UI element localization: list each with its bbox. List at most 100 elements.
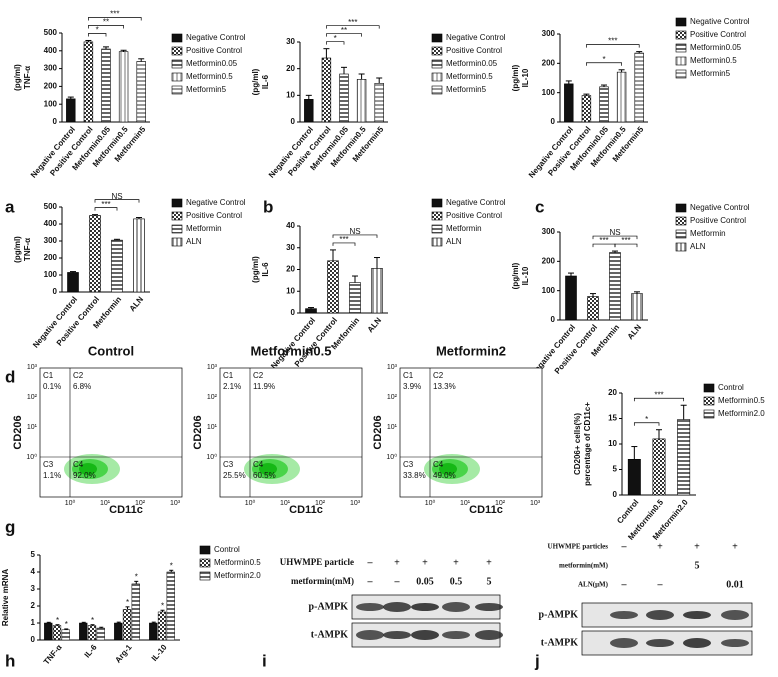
x-tick-label: 10¹ xyxy=(100,500,111,507)
bar xyxy=(587,296,599,321)
error-bar xyxy=(631,446,638,460)
legend-swatch xyxy=(171,224,183,234)
y-tick-label: 5 xyxy=(613,465,618,474)
legend-label: Positive Control xyxy=(446,211,502,220)
bar xyxy=(565,275,577,321)
x-tick-label: IL-6 xyxy=(83,642,99,659)
x-tick-label: ALN xyxy=(626,323,644,342)
blot-condition: + xyxy=(453,557,459,568)
error-bar xyxy=(81,621,86,623)
legend-label: Metformin0.05 xyxy=(690,43,742,52)
blot-condition: 0.01 xyxy=(726,579,744,590)
quadrant-name: C4 xyxy=(73,460,84,469)
y-tick-label: 10 xyxy=(608,439,617,448)
x-tick-label: TNF-α xyxy=(42,643,64,667)
legend-label: Metformin0.05 xyxy=(186,59,238,68)
blot-band xyxy=(475,603,503,611)
legend-label: Positive Control xyxy=(446,46,502,55)
blot-row-label: metformin(mM) xyxy=(559,562,609,570)
bar xyxy=(652,438,666,496)
blot-band xyxy=(356,630,384,640)
legend-label: Metformin0.5 xyxy=(690,56,737,65)
y-tick-label: 300 xyxy=(542,227,556,236)
y-tick-label: 4 xyxy=(31,567,36,576)
blot-condition: 5 xyxy=(487,576,492,587)
panel-letter: i xyxy=(262,651,267,670)
error-bar xyxy=(125,606,130,610)
bar xyxy=(89,215,101,293)
legend-swatch xyxy=(171,237,183,247)
legend-label: Metformin xyxy=(446,224,482,233)
error-bar xyxy=(136,217,142,219)
blot-condition: + xyxy=(394,557,400,568)
y-tick-label: 30 xyxy=(286,37,295,46)
y-tick-label: 300 xyxy=(44,64,58,73)
bar xyxy=(131,583,140,641)
x-tick-label: Control xyxy=(615,498,640,526)
significance-label: * xyxy=(91,616,94,625)
plot-title: Control xyxy=(88,343,134,358)
error-bar xyxy=(92,214,98,216)
significance-bracket xyxy=(326,33,362,37)
bar xyxy=(677,419,691,496)
significance-bracket xyxy=(326,41,345,45)
error-bar xyxy=(565,80,572,84)
legend-label: Metformin xyxy=(690,229,726,238)
panel-letter: j xyxy=(534,651,540,670)
x-tick-label: 10¹ xyxy=(460,500,471,507)
y-tick-label: 10² xyxy=(207,394,218,401)
y-axis-label: (pg/ml) xyxy=(251,68,260,95)
blot-band xyxy=(721,639,749,647)
significance-label: *** xyxy=(110,10,119,19)
significance-bracket xyxy=(633,422,660,426)
error-bar xyxy=(583,93,590,96)
y-tick-label: 200 xyxy=(44,82,58,91)
significance-label: * xyxy=(126,598,129,607)
quadrant-name: C4 xyxy=(253,460,264,469)
quadrant-value: 13.3% xyxy=(433,382,456,391)
legend-label: ALN xyxy=(446,237,462,246)
blot-band xyxy=(646,639,674,647)
y-tick-label: 10⁰ xyxy=(386,453,397,461)
bar xyxy=(122,609,132,641)
error-bar xyxy=(656,429,662,439)
blot-band xyxy=(683,611,711,619)
legend-label: Metformin5 xyxy=(446,85,487,94)
quadrant-name: C2 xyxy=(73,371,84,380)
x-axis-label: CD11c xyxy=(469,504,503,516)
error-bar xyxy=(601,84,607,87)
y-tick-label: 5 xyxy=(31,550,36,559)
error-bar xyxy=(116,621,121,623)
bar xyxy=(609,252,621,321)
blot-band xyxy=(383,602,411,612)
blot-band xyxy=(356,603,384,611)
bar xyxy=(627,458,641,496)
quadrant-value: 60.5% xyxy=(253,471,276,480)
error-bar xyxy=(120,49,127,52)
legend-swatch xyxy=(703,383,715,393)
significance-label: *** xyxy=(654,390,663,399)
bar xyxy=(327,260,339,314)
y-tick-label: 10¹ xyxy=(387,424,398,431)
blot-band xyxy=(411,630,439,640)
error-bar xyxy=(169,569,174,572)
y-tick-label: 0 xyxy=(613,490,618,499)
blot-condition: – xyxy=(367,576,374,587)
significance-label: * xyxy=(161,601,164,610)
significance-bracket xyxy=(88,33,107,37)
bar xyxy=(304,99,314,123)
legend-label: Metformin0.5 xyxy=(214,558,261,567)
y-axis-label: (pg/ml) xyxy=(13,236,22,263)
legend-swatch xyxy=(199,545,211,555)
y-tick-label: 100 xyxy=(44,270,58,279)
density-cloud xyxy=(259,463,277,475)
blot-condition: + xyxy=(694,541,700,552)
y-tick-label: 10³ xyxy=(387,364,398,371)
bar xyxy=(631,293,643,321)
y-tick-label: 500 xyxy=(44,28,58,37)
y-tick-label: 10⁰ xyxy=(26,453,37,461)
y-axis-label: CD206 xyxy=(372,415,384,449)
significance-label: * xyxy=(170,561,173,570)
error-bar xyxy=(90,624,95,626)
legend-swatch xyxy=(431,72,443,82)
